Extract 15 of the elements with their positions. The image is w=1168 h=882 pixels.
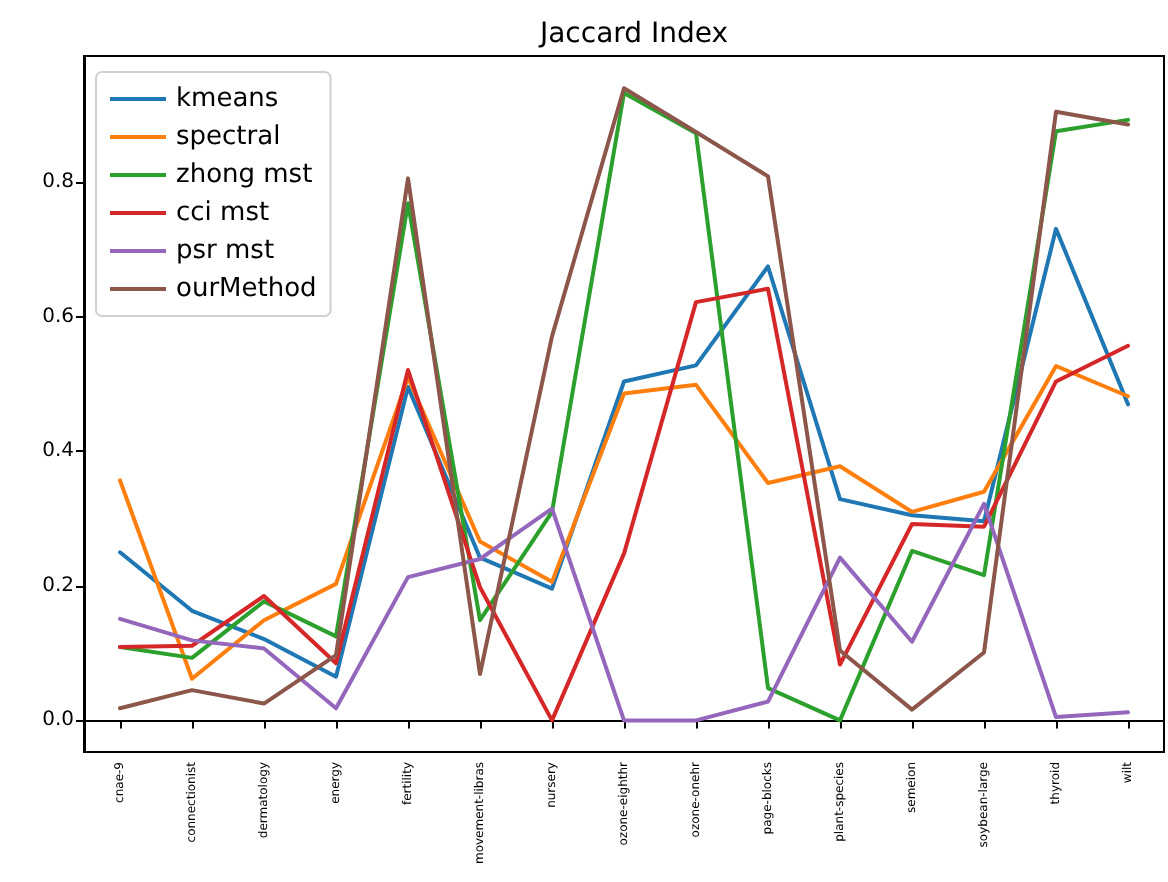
- y-tick-label: 0.8: [42, 171, 74, 194]
- chart-title: Jaccard Index: [537, 18, 729, 50]
- y-tick-label: 0.0: [42, 709, 74, 732]
- legend-label: spectral: [176, 122, 281, 152]
- line-series: [118, 226, 1130, 679]
- line-series: [118, 501, 1130, 723]
- y-tick-label: 0.4: [42, 440, 74, 463]
- legend-label: kmeans: [176, 84, 279, 114]
- legend-label: zhong mst: [176, 160, 313, 190]
- y-tick-label: 0.6: [42, 305, 74, 328]
- legend-label: ourMethod: [176, 274, 317, 304]
- legend-label: psr mst: [176, 236, 275, 266]
- y-tick-label: 0.2: [42, 574, 74, 597]
- legend-label: cci mst: [176, 198, 270, 228]
- line-series: [118, 364, 1130, 681]
